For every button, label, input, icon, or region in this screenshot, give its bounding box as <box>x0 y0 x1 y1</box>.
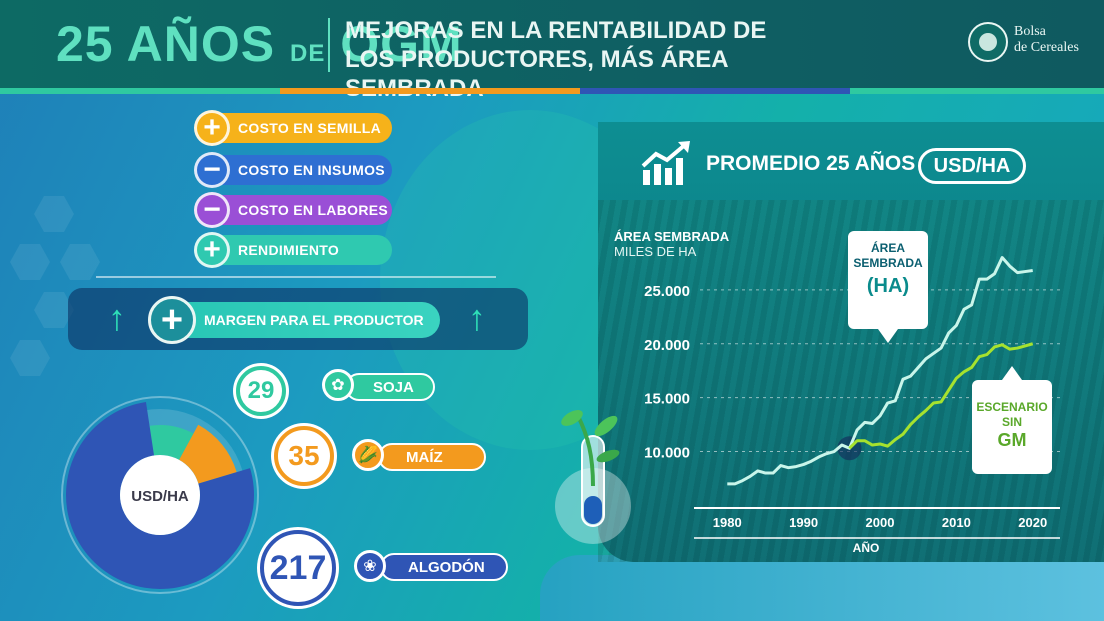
crop-label-pill: ALGODÓN <box>380 553 508 581</box>
panel-title: PROMEDIO 25 AÑOS <box>706 152 916 175</box>
brand-line: de Cereales <box>1014 40 1079 55</box>
factor-label: RENDIMIENTO <box>238 242 340 258</box>
callout-area-sembrada: ÁREA SEMBRADA (HA) <box>848 231 928 343</box>
factor-pill: + COSTO EN SEMILLA <box>194 110 392 146</box>
callout-text: SEMBRADA <box>853 256 923 270</box>
divider-line <box>96 276 496 278</box>
donut-slice <box>65 402 254 589</box>
x-tick-label: 2010 <box>942 515 971 530</box>
callout-text: ESCENARIO <box>976 400 1048 414</box>
arrow-up-icon: ↑ <box>468 297 486 338</box>
brand-name: Bolsa de Cereales <box>1014 24 1104 56</box>
x-tick-label: 1990 <box>789 515 818 530</box>
brand-block: Bolsa de Cereales <box>968 20 1098 64</box>
bolsa-logo-icon <box>968 22 1008 62</box>
bottom-wave-decoration <box>540 555 1104 621</box>
y-tick-label: 10.000 <box>644 445 690 462</box>
chart-panel <box>598 122 1104 562</box>
callout-sin-gm: ESCENARIO SIN GM <box>972 366 1052 474</box>
panel-unit-badge: USD/HA <box>918 148 1026 184</box>
crop-value-badge: 217 <box>260 530 336 606</box>
crop-value-badge: 29 <box>236 366 286 416</box>
header-stripe <box>850 88 1104 94</box>
title-separator <box>328 18 330 72</box>
cotton-icon: ❀ <box>354 550 386 582</box>
series-line-area-sembrada <box>727 256 1033 486</box>
minus-icon: − <box>194 152 230 188</box>
subtitle-line: MEJORAS EN LA RENTABILIDAD DE <box>345 17 767 44</box>
main-title: 25 AÑOS DE OGM <box>56 14 463 84</box>
callout-text: GM <box>997 430 1027 450</box>
x-tick-label: 1980 <box>713 515 742 530</box>
y-tick-label: 15.000 <box>644 391 690 408</box>
crop-label-pill: SOJA <box>345 373 435 401</box>
header-bar: 25 AÑOS DE OGM MEJORAS EN LA RENTABILIDA… <box>0 0 1104 102</box>
donut-slice <box>149 425 194 460</box>
factor-pill: + RENDIMIENTO <box>194 232 392 268</box>
plus-icon: + <box>148 296 196 344</box>
corn-icon: 🌽 <box>352 439 384 471</box>
x-tick-label: 2020 <box>1018 515 1047 530</box>
soy-pod-icon: ✿ <box>322 369 354 401</box>
y-tick-label: 20.000 <box>644 337 690 354</box>
series-line-sin-gm <box>848 342 1034 450</box>
brand-line: Bolsa <box>1014 24 1046 39</box>
test-tube-sprout-icon <box>555 410 631 544</box>
callout-text: (HA) <box>866 275 910 297</box>
factor-label: COSTO EN INSUMOS <box>238 162 385 178</box>
callout-text: ÁREA <box>870 241 905 255</box>
title-part: DE <box>290 40 326 67</box>
growth-chart-icon <box>641 141 690 185</box>
crop-label-pill: MAÍZ <box>378 443 486 471</box>
donut-outer-ring <box>61 396 259 594</box>
x-axis-title: AÑO <box>853 540 880 555</box>
x-tick-label: 2000 <box>866 515 895 530</box>
plus-icon: + <box>194 110 230 146</box>
plus-icon: + <box>194 232 230 268</box>
crop-label: SOJA <box>373 378 414 396</box>
header-stripe <box>0 88 280 94</box>
y-tick-label: 25.000 <box>644 283 690 300</box>
title-part: 25 AÑOS <box>56 16 276 72</box>
donut-center-label: USD/HA <box>131 488 189 505</box>
callout-text: SIN <box>1001 415 1022 429</box>
header-stripe <box>280 88 580 94</box>
usd-ha-donut: USD/HA <box>61 396 259 594</box>
donut-slice <box>179 424 237 484</box>
y-axis-title: ÁREA SEMBRADA <box>614 229 730 244</box>
arrow-up-icon: ↑ <box>108 297 126 338</box>
minus-icon: − <box>194 192 230 228</box>
y-axis-subtitle: MILES DE HA <box>614 244 697 259</box>
crop-label: MAÍZ <box>406 448 443 466</box>
margin-pill: + MARGEN PARA EL PRODUCTOR <box>148 296 440 344</box>
margin-label: MARGEN PARA EL PRODUCTOR <box>204 312 424 328</box>
factor-label: COSTO EN SEMILLA <box>238 120 381 136</box>
crop-label: ALGODÓN <box>408 558 485 576</box>
factor-label: COSTO EN LABORES <box>238 202 389 218</box>
factor-pill: − COSTO EN INSUMOS <box>194 152 392 188</box>
donut-hole <box>120 455 200 535</box>
crop-value-badge: 35 <box>274 426 334 486</box>
title-part: OGM <box>340 16 463 72</box>
header-stripe <box>580 88 850 94</box>
factor-pill: − COSTO EN LABORES <box>194 192 392 228</box>
